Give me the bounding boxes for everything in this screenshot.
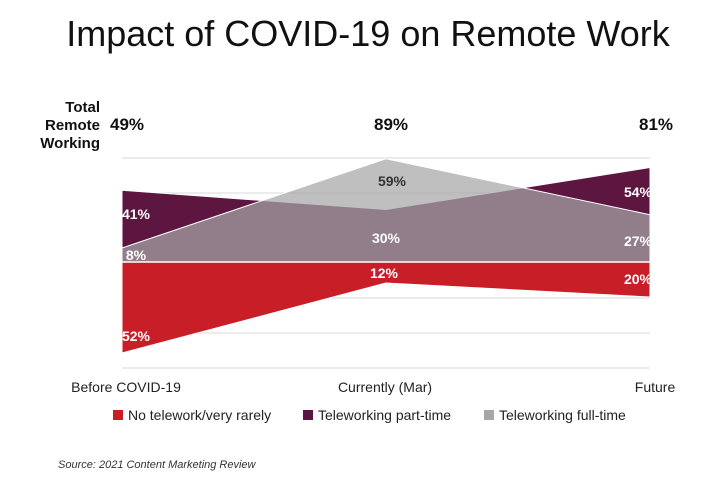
legend-swatch: [113, 410, 123, 420]
total-label-line-3: Working: [40, 135, 100, 152]
data-label: 27%: [624, 233, 653, 249]
category-label: Currently (Mar): [338, 379, 432, 395]
category-label: Before COVID-19: [71, 379, 181, 395]
legend-swatch: [303, 410, 313, 420]
total-label-line-2: Remote: [45, 117, 100, 134]
total-label-line-1: Total: [65, 99, 100, 116]
area-series: [121, 158, 651, 354]
source-note: Source: 2021 Content Marketing Review: [58, 459, 257, 471]
legend: No telework/very rarely Teleworking part-…: [113, 407, 626, 423]
data-label: 12%: [370, 265, 399, 281]
data-label: 41%: [122, 206, 151, 222]
total-value: 81%: [639, 115, 673, 134]
data-label: 30%: [372, 230, 401, 246]
total-value: 49%: [110, 115, 144, 134]
chart-title: Impact of COVID-19 on Remote Work: [66, 13, 671, 54]
data-label: 59%: [378, 173, 407, 189]
category-axis: Before COVID-19 Currently (Mar) Future: [71, 379, 675, 395]
category-label: Future: [635, 379, 676, 395]
data-label: 20%: [624, 271, 653, 287]
legend-label: Teleworking part-time: [318, 407, 451, 423]
legend-label: No telework/very rarely: [128, 407, 271, 423]
data-label: 54%: [624, 184, 653, 200]
legend-label: Teleworking full-time: [499, 407, 626, 423]
legend-swatch: [484, 410, 494, 420]
data-labels: 52% 12% 20% 41% 30% 54% 8% 59% 27%: [122, 173, 653, 344]
total-value: 89%: [374, 115, 408, 134]
data-label: 52%: [122, 328, 151, 344]
total-values: 49% 89% 81%: [110, 115, 673, 134]
data-label: 8%: [126, 247, 147, 263]
